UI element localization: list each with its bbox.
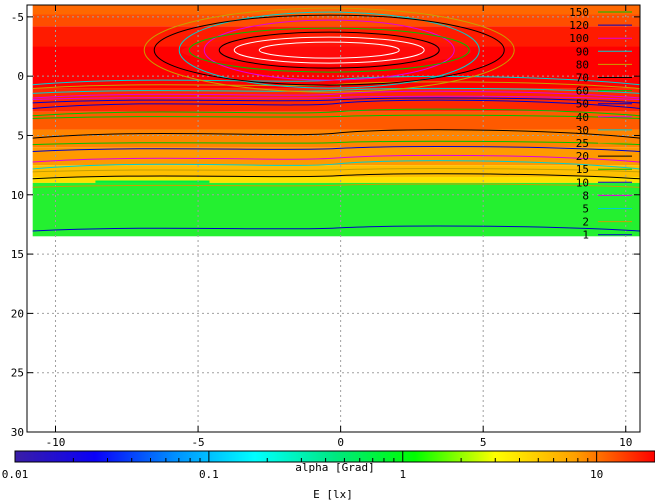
y-tick-label: 15 bbox=[11, 248, 24, 261]
colorbar-tick-label: 0.1 bbox=[199, 468, 219, 481]
contour-ring bbox=[143, 7, 515, 93]
contour-line bbox=[32, 114, 641, 119]
legend-label: 100 bbox=[569, 32, 589, 45]
legend-label: 2 bbox=[582, 216, 589, 229]
contour-line bbox=[32, 95, 641, 101]
legend-label: 25 bbox=[576, 137, 589, 150]
contour-line bbox=[32, 168, 641, 173]
y-tick-label: 25 bbox=[11, 367, 24, 380]
heatmap-band bbox=[32, 26, 640, 47]
legend-label: 5 bbox=[582, 203, 589, 216]
heatmap-core bbox=[181, 37, 472, 66]
contour-line bbox=[32, 108, 641, 117]
contour-ring bbox=[233, 36, 425, 64]
axis-ticks bbox=[27, 5, 640, 433]
legend-label: 50 bbox=[576, 98, 589, 111]
contour-ring bbox=[188, 27, 470, 73]
contour-ring bbox=[258, 41, 400, 59]
contour-line bbox=[32, 97, 641, 104]
y-tick-label: 30 bbox=[11, 426, 24, 439]
legend-label: 20 bbox=[576, 150, 589, 163]
y-tick-label: -5 bbox=[11, 11, 24, 24]
legend-label: 10 bbox=[576, 176, 589, 189]
colorbar-tick-label: 1 bbox=[399, 468, 406, 481]
legend-label: 150 bbox=[569, 6, 589, 19]
heatmap-band bbox=[32, 111, 640, 130]
contour-line bbox=[32, 129, 641, 139]
heatmap-layer bbox=[32, 5, 640, 237]
legend-label: 1 bbox=[582, 229, 589, 242]
legend-label: 15 bbox=[576, 163, 589, 176]
plot-frame bbox=[26, 4, 641, 433]
contour-ring bbox=[218, 31, 440, 69]
legend-label: 8 bbox=[582, 189, 589, 202]
contour-line bbox=[32, 173, 641, 180]
contour-line bbox=[32, 87, 641, 94]
y-tick-label: 0 bbox=[17, 70, 24, 83]
x-tick-label: -5 bbox=[191, 436, 204, 449]
x-tick-label: -10 bbox=[46, 436, 66, 449]
legend-label: 90 bbox=[576, 45, 589, 58]
contour-line bbox=[32, 90, 641, 99]
x-axis-label: E [lx] bbox=[313, 488, 353, 501]
contour-line bbox=[32, 160, 641, 170]
contour-ring bbox=[153, 14, 505, 86]
colorbar-ticks bbox=[14, 451, 655, 462]
y-tick-label: 20 bbox=[11, 307, 24, 320]
heatmap-band bbox=[32, 165, 640, 177]
contour-line bbox=[32, 140, 641, 146]
legend-label: 60 bbox=[576, 85, 589, 98]
contour-line bbox=[32, 81, 641, 89]
y-tick-label: 5 bbox=[17, 129, 24, 142]
heatmap-notch bbox=[95, 180, 210, 183]
colorbar-tick-label: 0.01 bbox=[2, 468, 29, 481]
legend-label: 80 bbox=[576, 58, 589, 71]
heatmap-band bbox=[32, 5, 640, 15]
contour-line bbox=[32, 183, 641, 188]
colorbar-tick-label: 10 bbox=[590, 468, 603, 481]
colorbar-label: alpha [Grad] bbox=[295, 461, 374, 474]
contour-line bbox=[32, 154, 641, 163]
contour-line bbox=[32, 146, 641, 153]
contour-line bbox=[32, 99, 641, 109]
legend-label: 40 bbox=[576, 111, 589, 124]
contour-ring bbox=[203, 19, 455, 81]
x-tick-label: 0 bbox=[337, 436, 344, 449]
grid-lines bbox=[27, 5, 640, 432]
contour-line bbox=[32, 225, 641, 232]
x-tick-label: 5 bbox=[480, 436, 487, 449]
y-tick-label: 10 bbox=[11, 189, 24, 202]
legend-label: 30 bbox=[576, 124, 589, 137]
x-tick-label: 10 bbox=[619, 436, 632, 449]
legend-label: 120 bbox=[569, 19, 589, 32]
contour-ring bbox=[178, 11, 480, 89]
heatmap-band bbox=[32, 176, 640, 183]
contour-layer bbox=[32, 7, 641, 232]
legend-label: 70 bbox=[576, 72, 589, 85]
